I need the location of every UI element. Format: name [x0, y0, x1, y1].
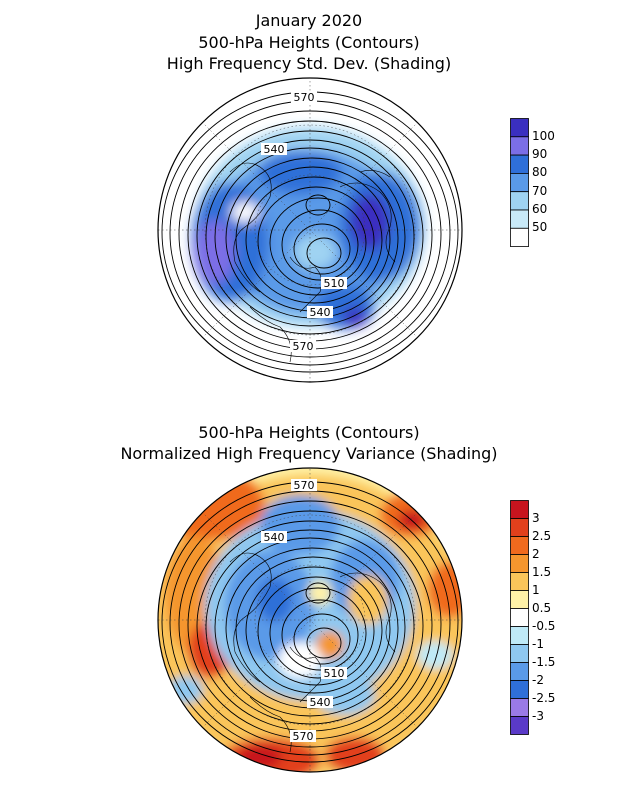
- bottom-contour-label-570-south: 570: [293, 730, 314, 743]
- top-colorbar-label-50: 50: [532, 220, 548, 234]
- top-title-line-1: January 2020: [255, 11, 363, 30]
- bottom-graticule: [158, 468, 462, 772]
- bottom-colorbar-label-0-5: 0.5: [532, 601, 552, 615]
- bottom-colorbar-label-2: 2: [532, 547, 540, 561]
- bottom-map-border: [157, 467, 463, 773]
- top-colorbar: 100 90 80 70 60 50: [510, 118, 570, 248]
- bottom-contour-label-540-south: 540: [310, 696, 331, 709]
- bottom-contour-label-540-north: 540: [264, 531, 285, 544]
- bottom-contour-label-510: 510: [324, 667, 345, 680]
- top-colorbar-label-70: 70: [532, 184, 548, 198]
- bottom-colorbar-label-neg-1: -1: [532, 637, 544, 651]
- bottom-title-line-1: 500-hPa Heights (Contours): [198, 423, 420, 442]
- bottom-colorbar-label-1: 1: [532, 583, 540, 597]
- bottom-contour-labels: 570 540 510 540 570: [261, 479, 347, 743]
- top-title-line-3: High Frequency Std. Dev. (Shading): [166, 54, 452, 73]
- top-colorbar-label-60: 60: [532, 202, 548, 216]
- top-contour-label-510: 510: [324, 277, 345, 290]
- bottom-colorbar: 3 2.5 2 1.5 1 0.5 -0.5 -1 -1.5 -2 -2.5 -…: [510, 500, 570, 738]
- top-colorbar-swatches: [510, 118, 529, 248]
- bottom-colorbar-label-neg-0-5: -0.5: [532, 619, 556, 633]
- bottom-colorbar-label-neg-2-5: -2.5: [532, 691, 556, 705]
- top-colorbar-label-100: 100: [532, 129, 555, 143]
- top-polar-map: 570 540 510 540 570: [157, 77, 463, 383]
- top-contour-labels: 570 540 510 540 570: [261, 91, 347, 353]
- bottom-title-line-2: Normalized High Frequency Variance (Shad…: [120, 444, 498, 463]
- top-contour-label-540-south: 540: [310, 306, 331, 319]
- bottom-colorbar-label-1-5: 1.5: [532, 565, 552, 579]
- bottom-colorbar-label-2-5: 2.5: [532, 529, 552, 543]
- bottom-colorbar-label-neg-2: -2: [532, 673, 544, 687]
- top-colorbar-label-90: 90: [532, 147, 548, 161]
- top-contour-label-570-north: 570: [294, 91, 315, 104]
- bottom-colorbar-label-neg-3: -3: [532, 709, 544, 723]
- top-colorbar-label-80: 80: [532, 165, 548, 179]
- top-title-line-2: 500-hPa Heights (Contours): [198, 33, 420, 52]
- top-map-border: [157, 77, 463, 383]
- bottom-polar-map: 570 540 510 540 570: [157, 467, 463, 773]
- top-contour-label-540-north: 540: [264, 143, 285, 156]
- bottom-contour-label-570-north: 570: [294, 479, 315, 492]
- bottom-colorbar-label-neg-1-5: -1.5: [532, 655, 556, 669]
- bottom-colorbar-label-3: 3: [532, 511, 540, 525]
- bottom-colorbar-swatches: [510, 500, 529, 735]
- top-contour-label-570-south: 570: [293, 340, 314, 353]
- top-graticule: [158, 78, 462, 382]
